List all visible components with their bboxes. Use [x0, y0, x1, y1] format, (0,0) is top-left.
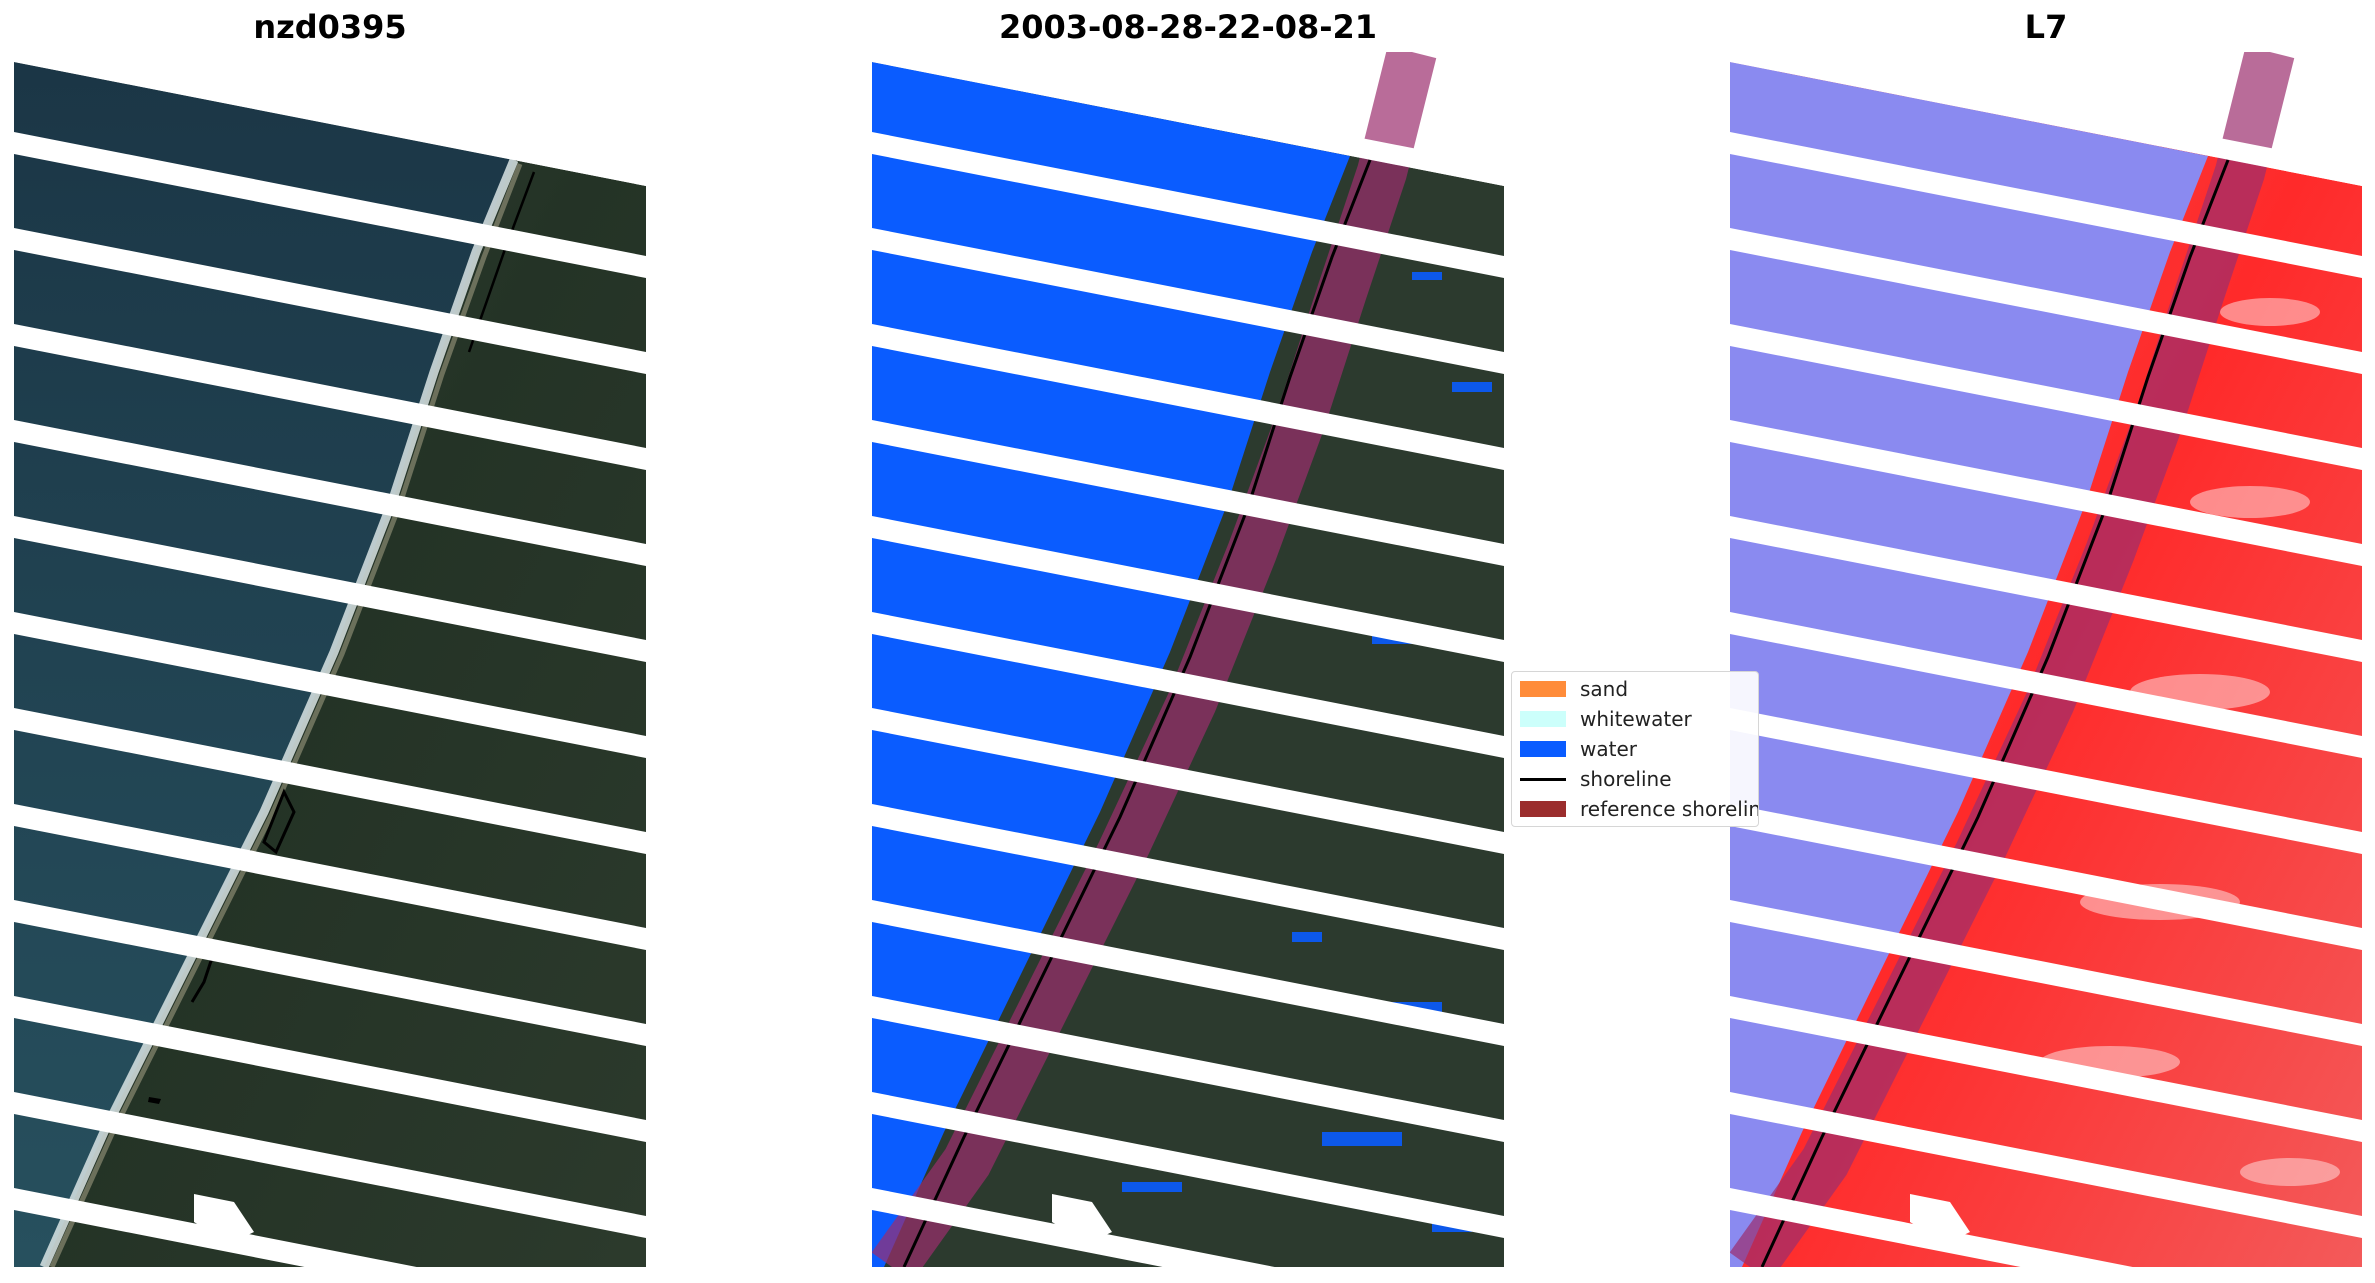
scan-gaps [14, 52, 646, 1267]
panel-title-classified: 2003-08-28-22-08-21 [998, 8, 1378, 46]
scan-gaps [1730, 52, 2362, 1267]
index-image-panel [1730, 52, 2362, 1267]
legend-swatch-reference-shoreline [1520, 801, 1566, 817]
panel-title-index: L7 [2024, 8, 2068, 46]
legend-swatch-whitewater [1520, 711, 1566, 727]
classified-image-panel [872, 52, 1504, 1267]
legend-label-whitewater: whitewater [1580, 707, 1692, 731]
scan-gaps [872, 52, 1504, 1267]
legend-label-shoreline: shoreline [1580, 767, 1672, 791]
legend-label-sand: sand [1580, 677, 1629, 701]
legend-swatch-sand [1520, 681, 1566, 697]
rgb-image-panel [14, 52, 646, 1267]
legend: sand whitewater water shoreline referenc… [1511, 671, 1759, 827]
legend-label-reference-shoreline: reference shoreline [1580, 797, 1759, 821]
legend-label-water: water [1580, 737, 1637, 761]
panel-title-rgb: nzd0395 [253, 8, 407, 46]
detected-shoreline [1760, 159, 2230, 1267]
legend-swatch-shoreline [1520, 778, 1566, 781]
legend-swatch-water [1520, 741, 1566, 757]
detected-shoreline [902, 159, 1372, 1267]
